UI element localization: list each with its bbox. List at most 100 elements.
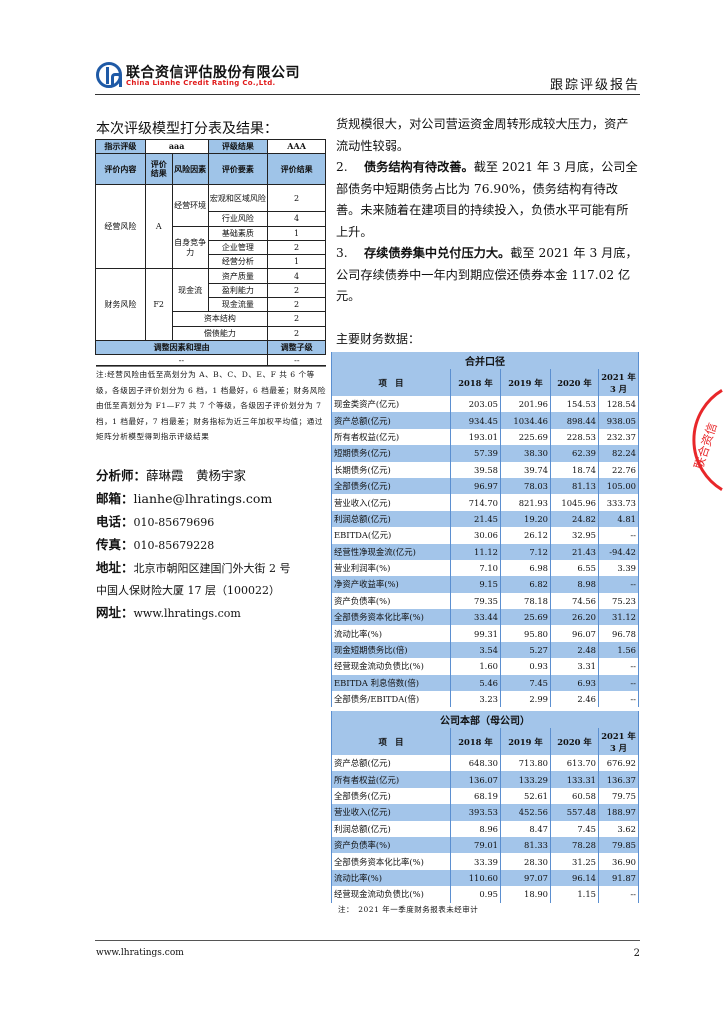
company-name-en: China Lianhe Credit Rating Co.,Ltd. <box>126 79 276 87</box>
item-label: 资产负债率(%) <box>331 592 451 610</box>
report-type: 跟踪评级报告 <box>549 78 640 93</box>
value-cell: 22.76 <box>598 461 639 478</box>
financials-note: 注： 2021 年一季度财务报表未经审计 <box>338 905 479 914</box>
footer-url[interactable]: www.lhratings.com <box>96 948 184 958</box>
value-cell: -- <box>598 674 639 692</box>
value-cell: 898.44 <box>550 412 599 429</box>
value-cell: 9.15 <box>450 576 501 593</box>
value-cell: 333.73 <box>598 494 639 511</box>
item-label: 所有者权益(亿元) <box>331 771 451 788</box>
value-cell: 24.82 <box>550 510 599 528</box>
item-label: 资产负债率(%) <box>331 836 451 854</box>
value-cell: 25.69 <box>500 609 551 626</box>
table-row: 资产负债率(%) 79.35 78.18 74.56 75.23 <box>331 592 639 610</box>
value-cell: 714.70 <box>450 494 501 511</box>
value-cell: 2.46 <box>550 691 599 708</box>
value-cell: 57.39 <box>450 445 501 462</box>
item-label: 资产总额(亿元) <box>331 755 451 772</box>
column-header: 2018 年 <box>450 369 501 396</box>
value-cell: 28.30 <box>500 853 551 870</box>
table-row: 利润总额(亿元) 8.96 8.47 7.45 3.62 <box>331 820 639 837</box>
item-label: 经营性净现金流(亿元) <box>331 543 451 560</box>
value-cell: 31.12 <box>598 609 639 626</box>
value-cell: 6.98 <box>500 559 551 577</box>
value-cell: 79.01 <box>450 836 501 854</box>
email-link[interactable]: lianhe@lhratings.com <box>133 491 273 506</box>
value-cell: 11.12 <box>450 543 501 560</box>
value-cell: 128.54 <box>598 396 639 413</box>
item-label: 经营现金流动负债比(%) <box>331 886 451 903</box>
item-label: 全部债务资本化比率(%) <box>331 853 451 870</box>
item-label: 流动比率(%) <box>331 625 451 642</box>
value-cell: 3.62 <box>598 820 639 837</box>
value-cell: 26.20 <box>550 609 599 626</box>
value-cell: 713.80 <box>500 755 551 772</box>
table-row: 经营现金流动负债比(%) 0.95 18.90 1.15 -- <box>331 886 639 903</box>
value-cell: 938.05 <box>598 412 639 429</box>
value-cell: 78.28 <box>550 836 599 854</box>
value-cell: 110.60 <box>450 869 501 887</box>
table-row: 营业收入(亿元) 714.70 821.93 1045.96 333.73 <box>331 494 639 511</box>
value-cell: 201.96 <box>500 396 551 413</box>
value-cell: 81.33 <box>500 836 551 854</box>
item-label: 流动比率(%) <box>331 869 451 887</box>
value-cell: 82.24 <box>598 445 639 462</box>
item-label: 现金短期债务比(倍) <box>331 641 451 659</box>
value-cell: 33.44 <box>450 609 501 626</box>
item-label: 营业收入(亿元) <box>331 804 451 821</box>
table-row: 资产总额(亿元) 934.45 1034.46 898.44 938.05 <box>331 412 639 429</box>
value-cell: 6.93 <box>550 674 599 692</box>
phone-line: 电话：010-85679696 <box>96 514 215 529</box>
value-cell: 8.96 <box>450 820 501 837</box>
value-cell: 78.18 <box>500 592 551 610</box>
value-cell: 38.30 <box>500 445 551 462</box>
table-row: 资产总额(亿元) 648.30 713.80 613.70 676.92 <box>331 755 639 772</box>
column-header: 2018 年 <box>450 728 501 755</box>
value-cell: 79.85 <box>598 836 639 854</box>
value-cell: 105.00 <box>598 477 639 495</box>
email-line: 邮箱：lianhe@lhratings.com <box>96 491 273 506</box>
value-cell: 133.31 <box>550 771 599 788</box>
table-row: 利润总额(亿元) 21.45 19.20 24.82 4.81 <box>331 510 639 528</box>
column-header: 2019 年 <box>500 369 551 396</box>
value-cell: 31.25 <box>550 853 599 870</box>
value-cell: 7.12 <box>500 543 551 560</box>
website-link[interactable]: www.lhratings.com <box>133 607 241 620</box>
item-label: 全部债务(亿元) <box>331 477 451 495</box>
table-row: 全部债务资本化比率(%) 33.44 25.69 26.20 31.12 <box>331 609 639 626</box>
item-label: EBITDA 利息倍数(倍) <box>331 674 451 692</box>
value-cell: 95.80 <box>500 625 551 642</box>
value-cell: 133.29 <box>500 771 551 788</box>
item-label: EBITDA(亿元) <box>331 527 451 544</box>
rating-table-title: 本次评级模型打分表及结果： <box>96 121 278 137</box>
value-cell: 91.87 <box>598 869 639 887</box>
value-cell: 193.01 <box>450 428 501 446</box>
value-cell: 39.58 <box>450 461 501 478</box>
table-row: 营业利润率(%) 7.10 6.98 6.55 3.39 <box>331 559 639 577</box>
value-cell: 99.31 <box>450 625 501 642</box>
website-line: 网址：www.lhratings.com <box>96 605 241 620</box>
value-cell: 60.58 <box>550 787 599 805</box>
column-header: 2020 年 <box>550 728 599 755</box>
company-seal: 联合资信 <box>691 389 723 491</box>
value-cell: -- <box>598 658 639 675</box>
value-cell: 7.45 <box>500 674 551 692</box>
value-cell: 648.30 <box>450 755 501 772</box>
value-cell: 97.07 <box>500 869 551 887</box>
table-row: EBITDA(亿元) 30.06 26.12 32.95 -- <box>331 527 639 544</box>
value-cell: 78.03 <box>500 477 551 495</box>
item-label: 长期债务(亿元) <box>331 461 451 478</box>
company-logo: 联合资信评估股份有限公司 China Lianhe Credit Rating … <box>96 62 336 88</box>
item-label: 净资产收益率(%) <box>331 576 451 593</box>
value-cell: -- <box>598 576 639 593</box>
table-row: 营业收入(亿元) 393.53 452.56 557.48 188.97 <box>331 804 639 821</box>
page-number: 2 <box>633 948 640 959</box>
value-cell: 96.14 <box>550 869 599 887</box>
item-label: 全部债务/EBITDA(倍) <box>331 691 451 708</box>
item-label: 经营现金流动负债比(%) <box>331 658 451 675</box>
value-cell: 6.82 <box>500 576 551 593</box>
value-cell: 21.45 <box>450 510 501 528</box>
value-cell: 3.23 <box>450 691 501 708</box>
